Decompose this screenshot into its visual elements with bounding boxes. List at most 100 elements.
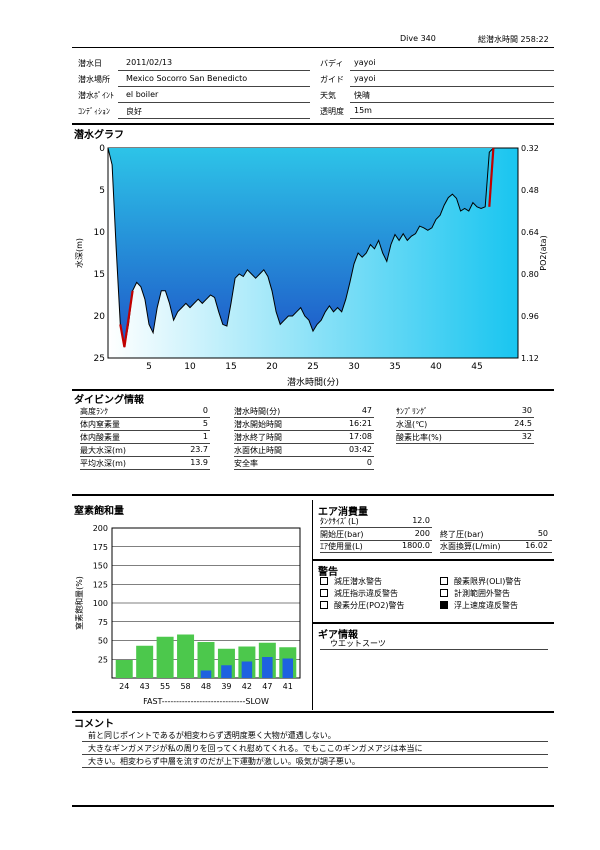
buddy-value: yayoi xyxy=(354,58,376,67)
diving-info-label: 平均水深(m) xyxy=(80,459,127,468)
warning-item: 浮上速度違反警告 xyxy=(440,600,518,611)
diving-info-value: 13.9 xyxy=(190,458,208,467)
gear-underline xyxy=(320,649,548,650)
diving-info-divider xyxy=(72,494,554,496)
warning-label: 酸素分圧(PO2)警告 xyxy=(334,601,405,610)
diving-info-underline xyxy=(234,443,374,444)
place-underline xyxy=(118,86,310,87)
warning-checkbox[interactable] xyxy=(440,589,448,597)
y2-tick-label: 0.48 xyxy=(521,186,539,195)
buddy-underline xyxy=(350,70,554,71)
tank-size-underline xyxy=(320,527,432,528)
warning-checkbox[interactable] xyxy=(320,589,328,597)
y2-tick-label: 1.12 xyxy=(521,354,539,363)
diving-info-underline xyxy=(234,469,374,470)
visibility-label: 透明度 xyxy=(320,107,344,116)
weather-underline xyxy=(350,102,554,103)
comment-underline-3 xyxy=(82,767,548,768)
diving-info-value: 1 xyxy=(202,432,208,441)
date-value: 2011/02/13 xyxy=(126,58,173,67)
diving-info-value: 0 xyxy=(202,406,208,415)
nitrogen-y-tick: 50 xyxy=(98,637,108,646)
x-tick-label: 20 xyxy=(266,362,278,372)
x-tick-label: 45 xyxy=(471,362,482,372)
nitrogen-y-tick: 25 xyxy=(98,655,108,664)
comment-line-1: 前と同じポイントであるが相変わらず透明度悪く大物が遭遇しない。 xyxy=(88,731,336,740)
comment-underline-1 xyxy=(82,741,548,742)
graph-divider xyxy=(72,389,554,391)
nitrogen-y-tick: 175 xyxy=(93,543,108,552)
diving-info-underline xyxy=(80,417,210,418)
warning-item: 減圧潜水警告 xyxy=(320,576,382,587)
diving-info-value: 47 xyxy=(361,406,372,415)
x-tick-labels: 5 10 15 20 25 30 35 40 45 xyxy=(146,362,483,372)
date-label: 潜水日 xyxy=(78,59,102,68)
end-pressure-label: 終了圧(bar) xyxy=(440,530,484,539)
start-pressure-label: 開始圧(bar) xyxy=(320,530,364,539)
diving-info-underline xyxy=(80,456,210,457)
diving-info-underline xyxy=(234,456,374,457)
nitrogen-x-tick: 41 xyxy=(283,682,293,691)
y-tick-label: 10 xyxy=(94,228,106,238)
nitrogen-title: 窒素飽和量 xyxy=(74,506,124,517)
warning-item: 減圧指示違反警告 xyxy=(320,588,398,599)
diving-info-label: 潜水時間(分) xyxy=(234,407,281,416)
comment-title: コメント xyxy=(74,719,114,730)
diving-info-value: 23.7 xyxy=(190,445,208,454)
warning-label: 計測範囲外警告 xyxy=(454,589,510,598)
air-used-underline xyxy=(320,552,432,553)
warning-checkbox[interactable] xyxy=(320,601,328,609)
nitrogen-x-tick: 24 xyxy=(119,682,129,691)
diving-info-title: ダイビング情報 xyxy=(74,395,144,406)
x-tick-label: 40 xyxy=(430,362,442,372)
warning-item: 酸素限界(OLI)警告 xyxy=(440,576,521,587)
diving-info-underline xyxy=(396,430,534,431)
nitrogen-y-tick: 200 xyxy=(93,524,108,533)
diving-info-value: 24.5 xyxy=(514,419,532,428)
end-pressure-underline xyxy=(440,540,552,541)
warning-item: 計測範囲外警告 xyxy=(440,588,510,599)
guide-underline xyxy=(350,86,554,87)
tank-size-value: 12.0 xyxy=(412,516,430,525)
weather-label: 天気 xyxy=(320,91,336,100)
warning-checkbox[interactable] xyxy=(320,577,328,585)
nitrogen-bar xyxy=(156,636,174,678)
condition-underline xyxy=(118,118,310,119)
y-tick-label: 25 xyxy=(94,354,105,364)
ascent-warning-segment xyxy=(488,147,495,207)
diving-info-label: 水温(℃) xyxy=(396,420,428,429)
nitrogen-y-tick: 150 xyxy=(93,562,108,571)
warning-checkbox[interactable] xyxy=(440,601,448,609)
nitrogen-y-label: 窒素飽和量(%) xyxy=(74,576,84,630)
x-tick-label: 25 xyxy=(307,362,318,372)
diving-info-underline xyxy=(396,417,534,418)
y-tick-labels: 0 5 10 15 20 25 xyxy=(94,144,106,364)
diving-info-underline xyxy=(396,443,534,444)
gear-divider xyxy=(72,711,554,713)
visibility-value: 15m xyxy=(354,106,372,115)
diving-info-label: 潜水開始時間 xyxy=(234,420,282,429)
nitrogen-bar-secondary xyxy=(262,657,273,678)
nitrogen-y-ticks: 200 175 150 125 100 75 50 25 xyxy=(93,524,108,664)
diving-info-value: 30 xyxy=(521,406,532,415)
y2-axis-label: PO2(ata) xyxy=(539,235,548,270)
y-axis-label: 水深(m) xyxy=(74,238,84,268)
x-tick-label: 30 xyxy=(348,362,360,372)
place-label: 潜水場所 xyxy=(78,75,110,84)
nitrogen-x-tick: 42 xyxy=(242,682,252,691)
nitrogen-y-tick: 100 xyxy=(93,599,108,608)
nitrogen-bar xyxy=(115,660,133,678)
column-divider xyxy=(312,500,313,710)
diving-info-label: ｻﾝﾌﾟﾘﾝｸﾞ xyxy=(396,407,428,416)
comment-line-2: 大きなギンガメアジが私の周りを回ってくれ慰めてくれる。でもここのギンガメアジは本… xyxy=(88,744,423,753)
nitrogen-x-tick: 55 xyxy=(160,682,170,691)
header-divider xyxy=(72,47,554,48)
surface-rate-value: 16.02 xyxy=(525,541,548,550)
warning-label: 酸素限界(OLI)警告 xyxy=(454,577,522,586)
gear-value: ウエットスーツ xyxy=(330,639,386,648)
warning-checkbox[interactable] xyxy=(440,577,448,585)
point-value: el boiler xyxy=(126,90,159,99)
diving-info-underline xyxy=(234,430,374,431)
nitrogen-bar-secondary xyxy=(241,661,253,678)
nitrogen-x-tick: 58 xyxy=(180,682,190,691)
